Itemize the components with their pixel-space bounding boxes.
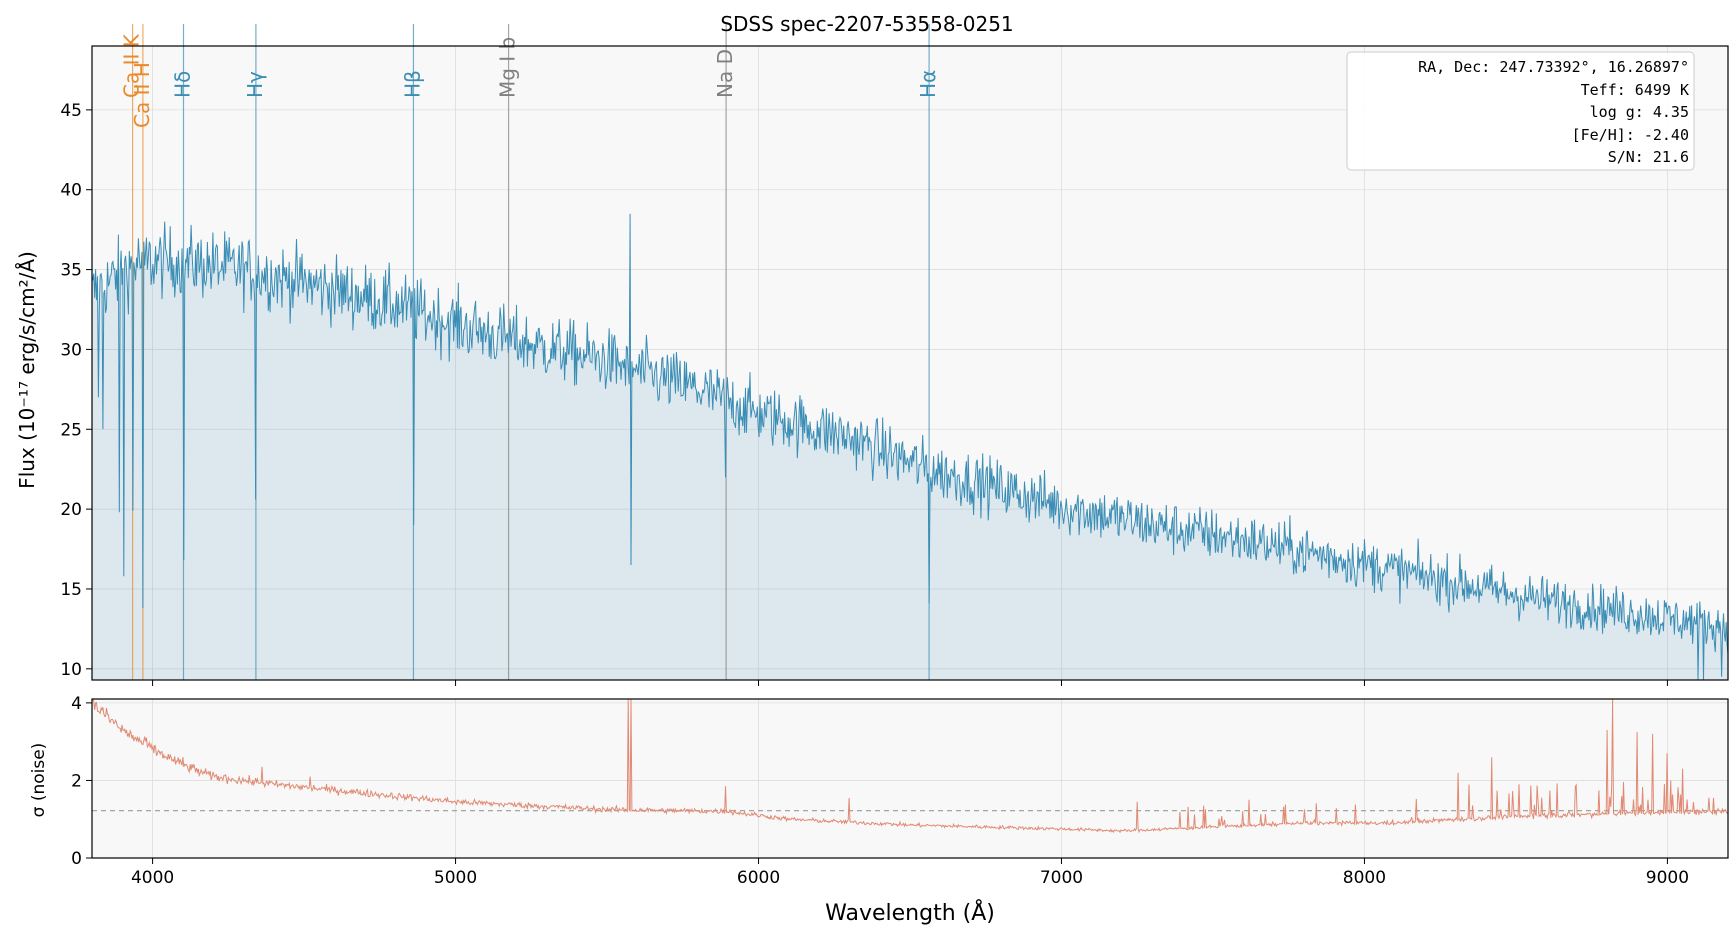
y-tick-label: 30 [60,340,82,360]
info-ra-dec: RA, Dec: 247.73392°, 16.26897° [1418,58,1689,76]
flux-y-ticks: 10 15 20 25 30 35 40 45 [60,101,92,680]
flux-x-ticks [152,680,1668,686]
x-tick-label: 4000 [131,868,174,888]
y-tick-label: 20 [60,500,82,520]
info-logg: log g: 4.35 [1590,103,1689,121]
noise-plot-area [92,699,1728,858]
x-tick-label: 8000 [1343,868,1386,888]
noise-series-line [91,698,1729,834]
line-marker-label: Na D [713,49,737,98]
x-tick-label: 6000 [737,868,780,888]
line-marker-label: Ca II K [120,33,144,98]
info-snr: S/N: 21.6 [1608,148,1689,166]
noise-y-ticks: 0 2 4 [71,694,92,869]
y-tick-label: 35 [60,261,82,281]
line-marker-label: Hβ [400,70,424,98]
line-marker-label: Hγ [243,71,267,98]
y-tick-label: 15 [60,580,82,600]
x-tick-label: 7000 [1040,868,1083,888]
flux-axes-frame [91,45,1729,681]
info-teff: Teff: 6499 K [1581,81,1689,99]
info-feh: [Fe/H]: -2.40 [1572,126,1689,144]
y-tick-label: 0 [71,849,82,869]
stellar-info-box: RA, Dec: 247.73392°, 16.26897° Teff: 649… [1346,51,1695,171]
y-tick-label: 2 [71,771,82,791]
flux-panel: Ca II KCa II H Hδ Hγ Hβ Mg I b Na D Hα 10 15 20 2… [15,12,1729,686]
x-tick-label: 9000 [1646,868,1689,888]
line-markers: Ca II KCa II H Hδ Hγ Hβ Mg I b Na D Hα [120,24,940,680]
flux-y-axis-label: Flux (10⁻¹⁷ erg/s/cm²/Å) [15,251,39,489]
x-axis-label: Wavelength (Å) [825,899,995,926]
noise-y-axis-label: σ (noise) [29,743,49,818]
line-marker-label: Hα [916,70,940,98]
line-marker-label: Mg I b [496,37,520,98]
noise-panel: 0 2 4 4000 5000 6000 7000 8000 9000 σ (noise) W… [29,694,1729,926]
y-tick-label: 40 [60,181,82,201]
line-marker-label: Hδ [170,71,194,98]
y-tick-label: 25 [60,420,82,440]
y-tick-label: 4 [71,694,82,714]
noise-x-ticks: 4000 5000 6000 7000 8000 9000 [131,858,1689,888]
line-marker-label: Ca II H [130,62,154,128]
x-tick-label: 5000 [434,868,477,888]
y-tick-label: 10 [60,660,82,680]
noise-axes-frame [91,698,1729,859]
flux-series-line [91,213,1729,681]
y-tick-label: 45 [60,101,82,121]
chart-title: SDSS spec-2207-53558-0251 [720,12,1013,36]
